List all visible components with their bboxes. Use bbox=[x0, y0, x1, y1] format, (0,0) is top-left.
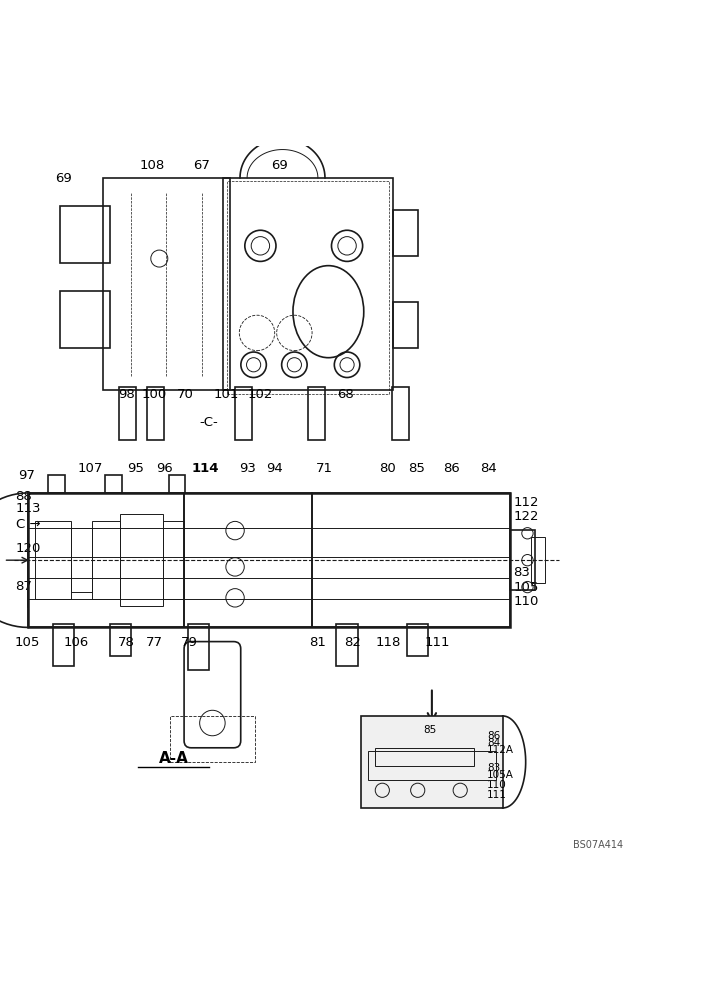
Bar bbox=[71, 528, 92, 592]
Bar bbox=[336, 624, 358, 666]
Text: 83: 83 bbox=[513, 566, 530, 579]
Text: 67: 67 bbox=[193, 159, 210, 172]
Text: 110: 110 bbox=[513, 595, 539, 608]
Text: 81: 81 bbox=[309, 636, 326, 649]
Text: 78: 78 bbox=[118, 636, 135, 649]
Text: 71: 71 bbox=[316, 462, 333, 475]
Text: 95: 95 bbox=[127, 462, 144, 475]
Text: 107: 107 bbox=[78, 462, 103, 475]
Text: 110: 110 bbox=[487, 780, 507, 790]
Bar bbox=[163, 521, 184, 599]
Bar bbox=[28, 493, 184, 627]
Bar bbox=[188, 624, 209, 670]
Bar bbox=[35, 521, 71, 599]
Text: 68: 68 bbox=[337, 388, 354, 401]
Text: 122: 122 bbox=[513, 510, 539, 523]
Text: C →: C → bbox=[16, 518, 40, 531]
Bar bbox=[312, 493, 510, 627]
Text: 85: 85 bbox=[408, 462, 425, 475]
Text: 105: 105 bbox=[14, 636, 40, 649]
Text: 88: 88 bbox=[16, 490, 33, 503]
Text: 85: 85 bbox=[423, 725, 437, 735]
Bar bbox=[28, 493, 510, 627]
Text: 114: 114 bbox=[192, 462, 219, 475]
Bar bbox=[510, 530, 535, 590]
Text: 93: 93 bbox=[239, 462, 256, 475]
Text: 118: 118 bbox=[375, 636, 401, 649]
Bar bbox=[120, 514, 163, 606]
Text: 70: 70 bbox=[177, 388, 194, 401]
Text: 105: 105 bbox=[513, 581, 539, 594]
Bar bbox=[407, 624, 428, 656]
Bar bbox=[110, 624, 131, 656]
Bar bbox=[119, 387, 136, 440]
Text: 94: 94 bbox=[266, 462, 283, 475]
Text: 120: 120 bbox=[16, 542, 41, 555]
Text: 100: 100 bbox=[142, 388, 167, 401]
Bar bbox=[308, 387, 325, 440]
Bar bbox=[393, 210, 418, 256]
Text: 86: 86 bbox=[443, 462, 460, 475]
Text: 77: 77 bbox=[146, 636, 163, 649]
Bar bbox=[361, 716, 503, 808]
Bar bbox=[103, 178, 230, 390]
Bar bbox=[531, 537, 545, 583]
Bar bbox=[169, 475, 185, 493]
Text: 112A: 112A bbox=[487, 745, 514, 755]
Text: 86: 86 bbox=[487, 731, 501, 741]
Bar bbox=[48, 475, 65, 493]
Text: 111: 111 bbox=[425, 636, 450, 649]
Text: 106: 106 bbox=[64, 636, 89, 649]
Bar bbox=[368, 751, 496, 780]
Text: 113: 113 bbox=[16, 502, 41, 515]
Text: BS07A414: BS07A414 bbox=[573, 840, 623, 850]
Bar bbox=[147, 387, 164, 440]
Text: 80: 80 bbox=[379, 462, 396, 475]
Text: 84: 84 bbox=[480, 462, 497, 475]
Bar bbox=[184, 493, 312, 627]
Text: 111: 111 bbox=[487, 790, 507, 800]
Text: 82: 82 bbox=[344, 636, 361, 649]
Text: A-A: A-A bbox=[159, 751, 188, 766]
Bar bbox=[392, 387, 409, 440]
Bar bbox=[227, 181, 389, 394]
Text: 84: 84 bbox=[487, 738, 501, 748]
Bar bbox=[92, 521, 120, 599]
Text: 105A: 105A bbox=[487, 770, 514, 780]
Text: -C-: -C- bbox=[200, 416, 218, 429]
Text: 112: 112 bbox=[513, 496, 539, 509]
Bar bbox=[53, 624, 74, 666]
Text: 79: 79 bbox=[181, 636, 198, 649]
Text: 97: 97 bbox=[18, 469, 35, 482]
Bar bbox=[235, 387, 252, 440]
Bar bbox=[60, 291, 110, 348]
Bar bbox=[105, 475, 122, 493]
Text: 96: 96 bbox=[156, 462, 173, 475]
Bar bbox=[393, 302, 418, 348]
Text: 87: 87 bbox=[16, 580, 33, 593]
Bar bbox=[223, 178, 393, 390]
Text: 69: 69 bbox=[271, 159, 288, 172]
Text: 102: 102 bbox=[248, 388, 273, 401]
Bar bbox=[170, 716, 255, 762]
Bar bbox=[60, 206, 110, 263]
Text: 83: 83 bbox=[487, 763, 501, 773]
Text: 108: 108 bbox=[139, 159, 165, 172]
Bar bbox=[375, 748, 474, 766]
Text: 101: 101 bbox=[214, 388, 239, 401]
Text: 98: 98 bbox=[118, 388, 135, 401]
Text: 69: 69 bbox=[55, 172, 72, 185]
